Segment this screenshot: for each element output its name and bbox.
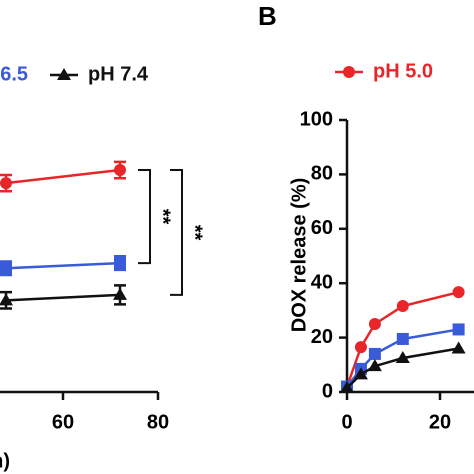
point (354, 341, 367, 354)
point (0, 177, 12, 190)
legend-label: pH 7.4 (88, 63, 149, 85)
point (353, 367, 368, 380)
significance-label: ** (184, 225, 206, 241)
significance-bracket (170, 169, 183, 296)
series-line (5, 168, 121, 185)
series-line (5, 293, 121, 302)
point (452, 286, 465, 299)
point (113, 287, 127, 300)
point (368, 347, 381, 360)
point (451, 341, 466, 354)
point (395, 351, 410, 363)
legend-marker (343, 66, 355, 78)
point (0, 293, 13, 306)
x-tick-label: 0 (341, 411, 352, 433)
x-tick-label: 80 (147, 411, 169, 433)
y-tick-label: 40 (311, 271, 333, 293)
legend-label: pH 5.0 (373, 60, 433, 82)
y-axis-label: DOX release (%) (288, 178, 310, 333)
legend-label: pH 6.5 (0, 63, 28, 85)
point (340, 380, 354, 393)
legend-marker (57, 68, 71, 80)
significance-label: ** (152, 209, 174, 225)
point (368, 318, 381, 330)
point (367, 359, 382, 372)
point (114, 164, 126, 177)
y-tick-label: 100 (300, 108, 333, 130)
point (114, 257, 126, 270)
x-tick-label: 60 (52, 411, 74, 433)
x-tick-label: 20 (429, 411, 451, 433)
y-tick-label: 0 (322, 380, 333, 402)
y-tick-label: 80 (311, 163, 333, 185)
point (452, 323, 465, 336)
point (0, 262, 12, 275)
series-line (5, 261, 121, 270)
y-tick-label: 60 (311, 217, 333, 239)
point (396, 300, 409, 313)
y-tick-label: 20 (311, 326, 333, 348)
panel-label: B (258, 1, 277, 31)
significance-bracket (138, 169, 151, 265)
point (396, 332, 409, 345)
x-axis-label: Time (h) (0, 450, 10, 472)
